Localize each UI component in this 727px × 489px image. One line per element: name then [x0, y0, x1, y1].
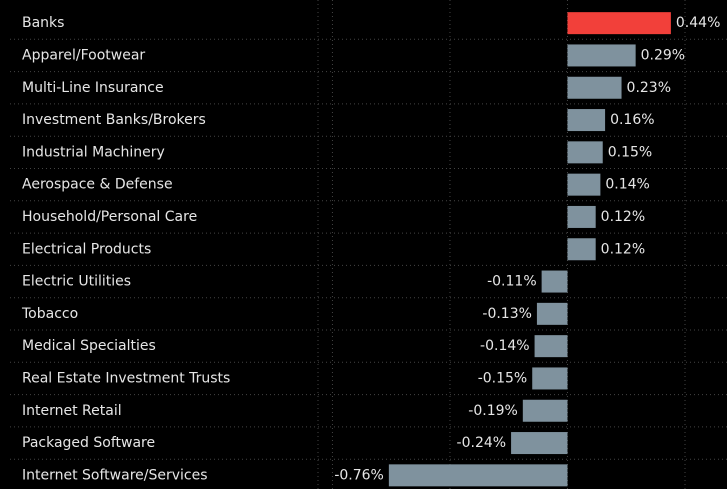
- value-label: 0.12%: [601, 209, 645, 225]
- category-label: Medical Specialties: [22, 338, 156, 354]
- bar: [388, 464, 568, 487]
- category-label: Electrical Products: [22, 241, 151, 257]
- value-label: -0.13%: [482, 306, 532, 322]
- category-label: Packaged Software: [22, 435, 155, 451]
- value-label: -0.14%: [480, 338, 530, 354]
- value-label: 0.44%: [676, 15, 720, 31]
- category-label: Internet Software/Services: [22, 467, 208, 483]
- value-label: -0.76%: [334, 467, 384, 483]
- value-label: -0.24%: [457, 435, 507, 451]
- bar: [567, 141, 603, 164]
- category-label: Household/Personal Care: [22, 209, 197, 225]
- bar: [567, 173, 601, 196]
- category-label: Apparel/Footwear: [22, 47, 145, 63]
- value-label: 0.14%: [605, 177, 649, 193]
- value-label: 0.23%: [627, 80, 671, 96]
- bar: [567, 238, 596, 261]
- category-label: Tobacco: [21, 306, 78, 322]
- value-label: 0.29%: [641, 47, 685, 63]
- category-label: Multi-Line Insurance: [22, 80, 164, 96]
- value-label: 0.12%: [601, 241, 645, 257]
- bar: [532, 367, 568, 390]
- bar: [567, 109, 606, 132]
- value-label: -0.19%: [468, 403, 518, 419]
- bar: [522, 399, 568, 422]
- category-label: Internet Retail: [22, 403, 122, 419]
- value-label: 0.15%: [608, 144, 652, 160]
- bar: [567, 12, 671, 35]
- category-label: Real Estate Investment Trusts: [22, 370, 230, 386]
- category-label: Aerospace & Defense: [22, 177, 173, 193]
- category-label: Industrial Machinery: [22, 144, 165, 160]
- bar: [534, 335, 568, 358]
- category-label: Electric Utilities: [22, 274, 131, 290]
- value-label: -0.15%: [478, 370, 528, 386]
- bar: [567, 205, 596, 228]
- bar: [511, 432, 568, 455]
- bar: [567, 76, 622, 99]
- bar: [567, 44, 636, 67]
- value-label: -0.11%: [487, 274, 537, 290]
- value-label: 0.16%: [610, 112, 654, 128]
- bar: [536, 302, 568, 325]
- category-label: Investment Banks/Brokers: [22, 112, 206, 128]
- category-label: Banks: [22, 15, 64, 31]
- bar: [541, 270, 568, 293]
